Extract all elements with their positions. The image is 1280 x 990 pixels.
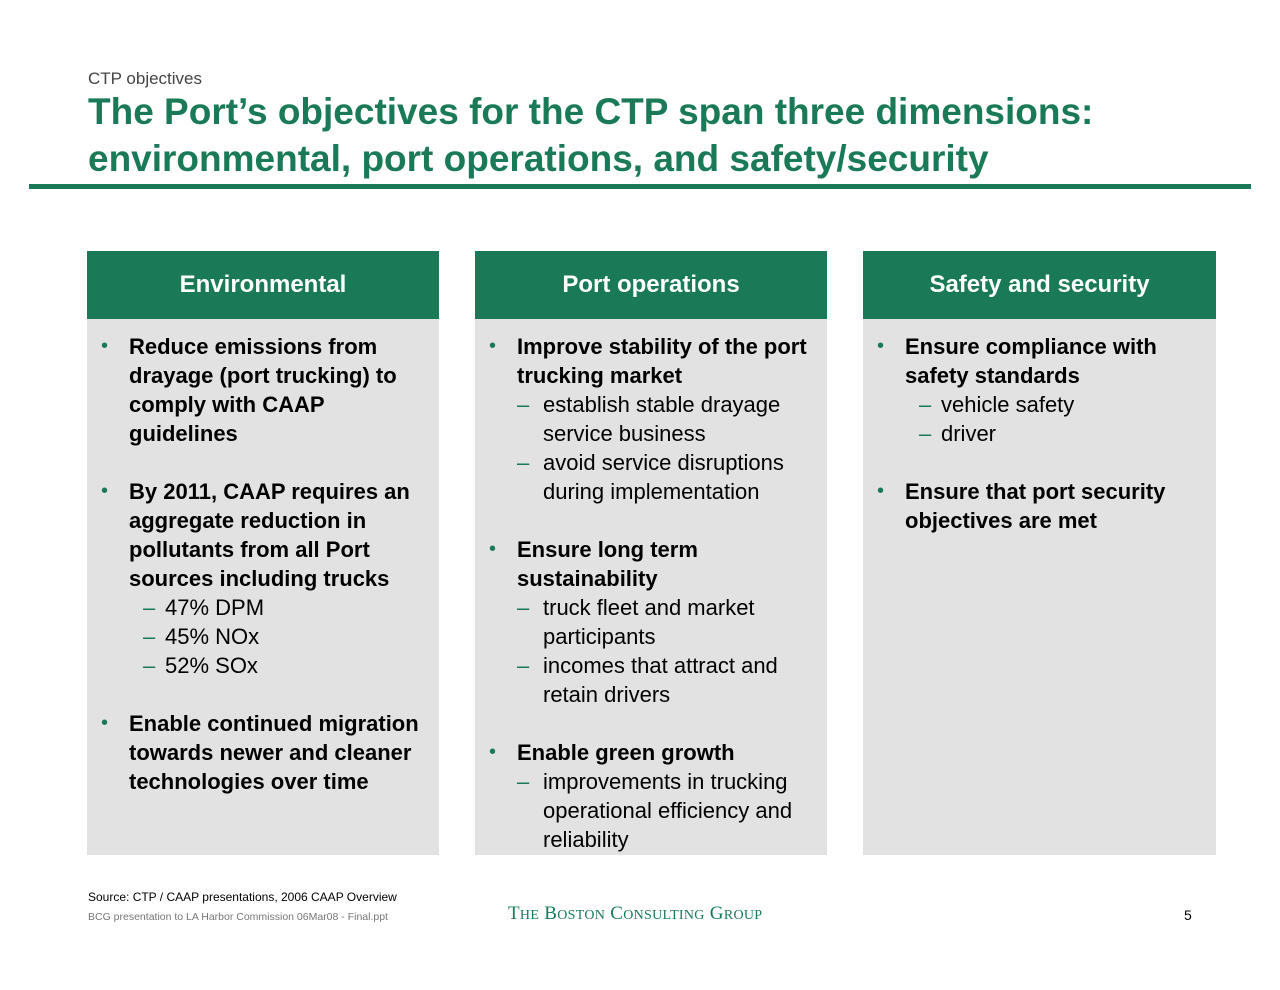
bullet-text: Ensure that port security objectives are… (905, 479, 1166, 533)
dash-icon: – (517, 653, 530, 678)
bullet-dot-icon: • (489, 741, 497, 763)
sub-bullet-text: avoid service disruptions during impleme… (543, 450, 784, 504)
bullet-list: • Reduce emissions from drayage (port tru… (101, 332, 429, 796)
column-heading: Port operations (475, 251, 827, 319)
page-number: 5 (1184, 907, 1192, 923)
bullet-item: • Ensure long term sustainability – truck f… (489, 535, 817, 709)
dash-icon: – (143, 653, 156, 678)
sub-bullet-item: – vehicle safety (905, 390, 1206, 419)
bullet-item: • Ensure compliance with safety standards… (877, 332, 1206, 448)
section-kicker: CTP objectives (88, 69, 203, 88)
bullet-dot-icon: • (101, 712, 109, 734)
bullet-item: • Reduce emissions from drayage (port tru… (101, 332, 429, 448)
bullet-item: • Improve stability of the port trucking … (489, 332, 817, 506)
sub-bullet-text: improvements in trucking operational eff… (543, 769, 793, 852)
column-port-operations: Port operations • Improve stability of th… (475, 251, 827, 855)
file-name: BCG presentation to LA Harbor Commission… (88, 911, 388, 923)
title-line-2: environmental, port operations, and safe… (88, 138, 989, 179)
title-divider (29, 184, 1251, 189)
dash-icon: – (517, 450, 530, 475)
bcg-logo: THE BOSTON CONSULTING GROUP (508, 903, 762, 925)
sub-bullet-item: – truck fleet and market participants (517, 593, 817, 651)
bullet-dot-icon: • (489, 538, 497, 560)
page-title: The Port’s objectives for the CTP span t… (88, 88, 1238, 182)
bullet-text: Ensure long term sustainability (517, 537, 698, 591)
sub-bullet-text: truck fleet and market participants (543, 595, 755, 649)
sub-bullet-text: driver (941, 421, 997, 446)
column-heading: Safety and security (863, 251, 1216, 319)
column-heading: Environmental (87, 251, 439, 319)
bullet-text: Improve stability of the port trucking m… (517, 334, 807, 388)
bullet-dot-icon: • (489, 335, 497, 357)
dash-icon: – (919, 421, 932, 446)
dash-icon: – (143, 624, 156, 649)
dash-icon: – (517, 392, 530, 417)
column-safety-security: Safety and security • Ensure compliance w… (863, 251, 1216, 855)
sub-bullet-item: –52% SOx (129, 651, 429, 680)
bcg-logo-text: THE BOSTON CONSULTING GROUP (508, 903, 763, 924)
sub-bullet-text: 47% DPM (165, 595, 265, 620)
column-body: • Improve stability of the port trucking … (475, 319, 827, 855)
sub-bullet-item: – establish stable drayage service busine… (517, 390, 817, 448)
bullet-item: • Enable continued migration towards newe… (101, 709, 429, 796)
bullet-list: • Ensure compliance with safety standards… (877, 332, 1206, 535)
title-line-1: The Port’s objectives for the CTP span t… (88, 91, 1094, 132)
bullet-item: • Ensure that port security objectives ar… (877, 477, 1206, 535)
dash-icon: – (919, 392, 932, 417)
sub-bullet-item: –45% NOx (129, 622, 429, 651)
bullet-dot-icon: • (877, 480, 885, 502)
column-body: • Reduce emissions from drayage (port tru… (87, 319, 439, 855)
source-note: Source: CTP / CAAP presentations, 2006 C… (88, 890, 397, 904)
sub-bullet-item: – driver (905, 419, 1206, 448)
bullet-text: Reduce emissions from drayage (port truc… (129, 334, 397, 446)
bullet-dot-icon: • (101, 480, 109, 502)
dash-icon: – (143, 595, 156, 620)
bullet-item: • By 2011, CAAP requires an aggregate red… (101, 477, 429, 680)
sub-bullet-item: – avoid service disruptions during implem… (517, 448, 817, 506)
sub-bullet-text: 45% NOx (165, 624, 260, 649)
sub-bullet-item: –47% DPM (129, 593, 429, 622)
column-body: • Ensure compliance with safety standards… (863, 319, 1216, 855)
sub-bullet-text: 52% SOx (165, 653, 258, 678)
bullet-dot-icon: • (101, 335, 109, 357)
bullet-list: • Improve stability of the port trucking … (489, 332, 817, 854)
bullet-dot-icon: • (877, 335, 885, 357)
bullet-text: Enable green growth (517, 740, 735, 765)
column-environmental: Environmental • Reduce emissions from dra… (87, 251, 439, 855)
bullet-item: • Enable green growth – improvements in tru… (489, 738, 817, 854)
dash-icon: – (517, 769, 530, 794)
sub-bullet-text: vehicle safety (941, 392, 1075, 417)
sub-bullet-item: – improvements in trucking operational ef… (517, 767, 817, 854)
dash-icon: – (517, 595, 530, 620)
bullet-text: Ensure compliance with safety standards (905, 334, 1157, 388)
bullet-text: By 2011, CAAP requires an aggregate redu… (129, 479, 410, 591)
sub-bullet-text: establish stable drayage service busines… (543, 392, 781, 446)
bullet-text: Enable continued migration towards newer… (129, 711, 419, 794)
sub-bullet-text: incomes that attract and retain drivers (543, 653, 778, 707)
sub-bullet-item: – incomes that attract and retain drivers (517, 651, 817, 709)
